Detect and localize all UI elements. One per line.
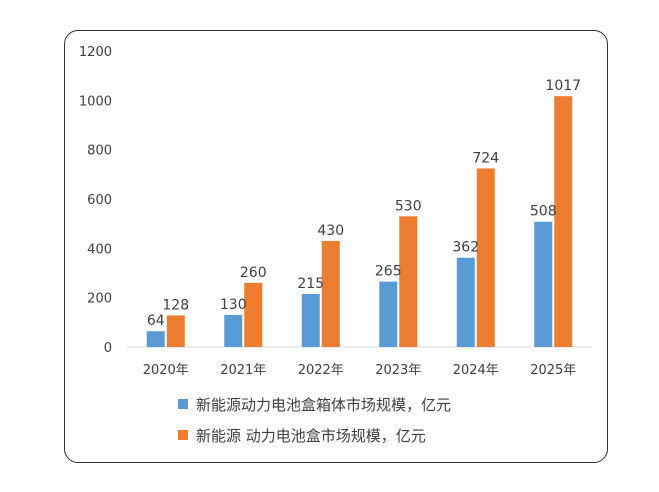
bar-series-2 [321, 240, 340, 347]
data-label-series-1: 130 [220, 297, 247, 313]
data-label-series-1: 265 [375, 264, 402, 280]
x-tick-label: 2023年 [375, 363, 421, 378]
data-label-series-1: 508 [530, 204, 557, 220]
data-label-series-1: 64 [147, 313, 165, 329]
bar-series-1 [301, 293, 320, 347]
data-label-series-2: 260 [240, 265, 267, 281]
bar-series-1 [456, 257, 475, 347]
legend-item-series-1: 新能源动力电池盒箱体市场规模，亿元 [178, 394, 451, 415]
bar-series-1 [146, 331, 165, 347]
bar-series-2 [166, 315, 185, 347]
data-label-series-2: 1017 [545, 78, 581, 94]
data-label-series-2: 724 [472, 150, 499, 166]
data-label-series-2: 128 [162, 297, 189, 313]
data-label-series-2: 530 [395, 198, 422, 214]
x-tick-label: 2024年 [453, 363, 499, 378]
x-tick-label: 2020年 [143, 363, 189, 378]
bar-series-2 [476, 168, 495, 347]
bar-series-1 [224, 314, 243, 347]
y-tick-label: 0 [104, 341, 112, 356]
legend-label-series-2: 新能源 动力电池盒市场规模，亿元 [196, 427, 426, 445]
y-tick-label: 800 [87, 144, 112, 159]
bar-series-2 [554, 96, 573, 347]
data-label-series-2: 430 [317, 223, 344, 239]
y-axis-ticks: 0 200 400 600 800 1000 1200 [79, 45, 112, 356]
data-label-series-1: 215 [297, 276, 324, 292]
y-tick-label: 1000 [79, 94, 112, 109]
data-label-series-1: 362 [452, 240, 479, 256]
y-tick-label: 1200 [79, 45, 112, 60]
x-tick-label: 2021年 [220, 363, 266, 378]
x-tick-label: 2025年 [530, 363, 576, 378]
y-tick-label: 400 [87, 242, 112, 257]
y-tick-label: 200 [87, 292, 112, 307]
bar-series-2 [399, 216, 418, 347]
x-tick-label: 2022年 [298, 363, 344, 378]
y-tick-label: 600 [87, 193, 112, 208]
x-axis-ticks: 2020年 2021年 2022年 2023年 2024年 2025年 [143, 363, 577, 378]
bar-series-1 [534, 221, 553, 347]
legend-label-series-1: 新能源动力电池盒箱体市场规模，亿元 [196, 396, 452, 414]
legend-swatch-series-1 [178, 399, 188, 409]
legend-swatch-series-2 [178, 430, 188, 440]
bar-series-1 [379, 281, 398, 347]
bar-series-2 [244, 282, 263, 347]
legend-item-series-2: 新能源 动力电池盒市场规模，亿元 [178, 425, 426, 446]
bars [146, 96, 573, 347]
